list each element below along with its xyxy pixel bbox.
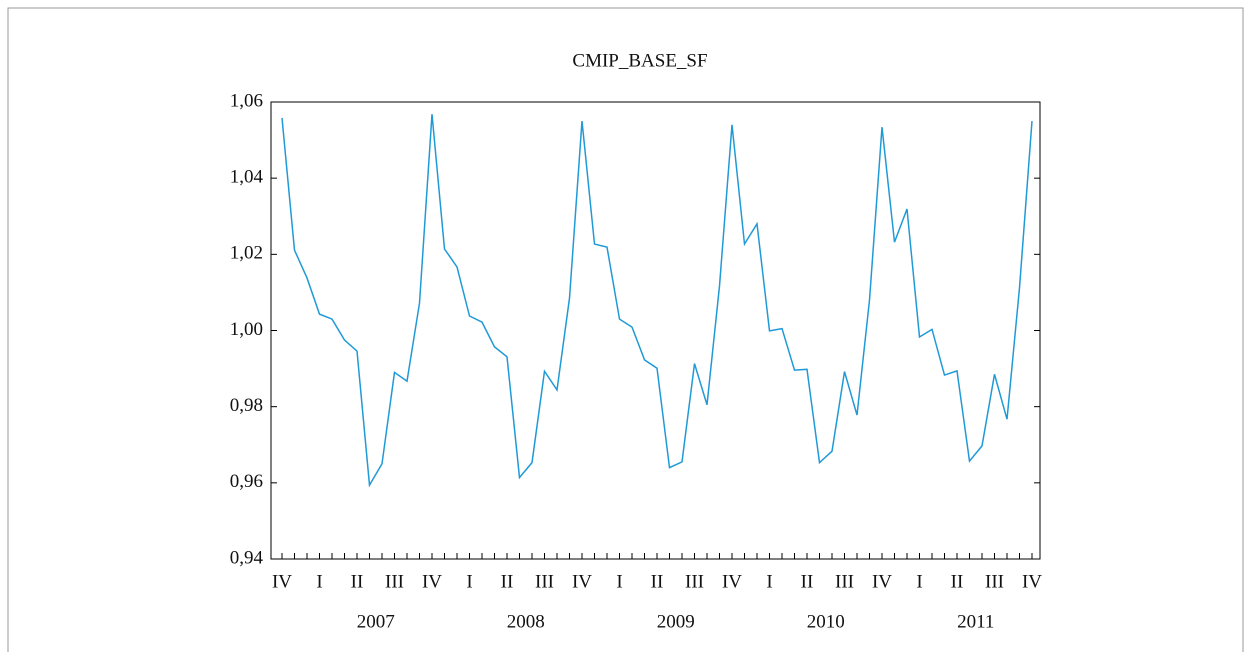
y-tick-label: 0,94	[230, 547, 264, 568]
year-label: 2009	[657, 611, 695, 632]
x-tick-label: I	[316, 571, 322, 592]
x-tick-label: III	[535, 571, 554, 592]
window-frame	[7, 7, 1244, 652]
y-tick-label: 1,00	[230, 319, 263, 340]
y-tick-label: 1,02	[230, 243, 263, 264]
chart-title: CMIP_BASE_SF	[572, 50, 707, 71]
y-tick-label: 0,98	[230, 395, 263, 416]
year-label: 2010	[807, 611, 845, 632]
x-tick-label: III	[835, 571, 854, 592]
plot-frame	[270, 101, 1041, 560]
x-tick-label: I	[616, 571, 622, 592]
x-tick-label: IV	[1022, 571, 1042, 592]
x-tick-label: IV	[272, 571, 292, 592]
x-tick-label: III	[385, 571, 404, 592]
x-tick-label: I	[766, 571, 772, 592]
x-tick-label: IV	[722, 571, 742, 592]
y-tick-label: 1,04	[230, 167, 264, 188]
x-tick-label: III	[685, 571, 704, 592]
series-line	[281, 114, 1033, 488]
x-tick-label: III	[985, 571, 1004, 592]
x-tick-label: I	[466, 571, 472, 592]
x-tick-label: II	[801, 571, 814, 592]
x-tick-label: II	[351, 571, 364, 592]
x-tick-label: IV	[872, 571, 892, 592]
x-tick-label: II	[501, 571, 514, 592]
x-tick-label: I	[916, 571, 922, 592]
year-label: 2011	[957, 611, 994, 632]
y-tick-label: 0,96	[230, 471, 263, 492]
x-tick-label: IV	[422, 571, 442, 592]
year-label: 2008	[507, 611, 545, 632]
x-tick-label: II	[651, 571, 664, 592]
x-tick-label: II	[951, 571, 964, 592]
y-tick-label: 1,06	[230, 90, 263, 111]
year-label: 2007	[357, 611, 395, 632]
x-tick-label: IV	[572, 571, 592, 592]
